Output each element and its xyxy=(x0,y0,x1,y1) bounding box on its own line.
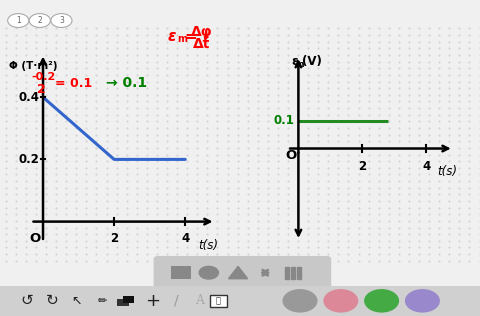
Text: 2: 2 xyxy=(110,233,118,246)
Text: 4: 4 xyxy=(422,160,431,173)
Text: Δφ: Δφ xyxy=(191,25,213,39)
Text: Δt: Δt xyxy=(193,37,210,51)
Circle shape xyxy=(29,14,50,27)
Text: ε: ε xyxy=(168,29,177,44)
Circle shape xyxy=(8,14,29,27)
Text: Φ (T·m²): Φ (T·m²) xyxy=(9,61,57,71)
Text: 🖼: 🖼 xyxy=(216,296,221,305)
Text: +: + xyxy=(145,292,160,310)
Text: A: A xyxy=(195,294,204,307)
Text: ↻: ↻ xyxy=(46,293,58,308)
Circle shape xyxy=(199,266,218,279)
Text: t(s): t(s) xyxy=(198,239,218,252)
Text: (V): (V) xyxy=(302,55,322,68)
FancyBboxPatch shape xyxy=(210,295,227,307)
Text: t(s): t(s) xyxy=(437,165,457,178)
Text: 2: 2 xyxy=(37,82,46,96)
Text: ↺: ↺ xyxy=(20,293,33,308)
Circle shape xyxy=(283,290,317,312)
Text: O: O xyxy=(30,232,41,245)
Text: /: / xyxy=(174,294,179,308)
Text: -0.2: -0.2 xyxy=(31,72,55,82)
Text: 0.4: 0.4 xyxy=(18,91,39,104)
FancyBboxPatch shape xyxy=(0,286,480,316)
Text: 1: 1 xyxy=(16,16,21,25)
Text: ↖: ↖ xyxy=(72,294,82,307)
Polygon shape xyxy=(228,266,248,279)
FancyBboxPatch shape xyxy=(117,299,129,306)
Text: 0.2: 0.2 xyxy=(19,153,39,166)
Text: → 0.1: → 0.1 xyxy=(106,76,147,90)
Circle shape xyxy=(51,14,72,27)
Text: ✏: ✏ xyxy=(97,296,107,306)
Text: 2: 2 xyxy=(359,160,366,173)
Text: 0.1: 0.1 xyxy=(274,114,295,127)
Text: m: m xyxy=(178,33,188,44)
FancyBboxPatch shape xyxy=(171,266,191,279)
Circle shape xyxy=(406,290,439,312)
Text: O: O xyxy=(286,149,297,162)
Text: ε: ε xyxy=(291,55,298,68)
Text: 4: 4 xyxy=(181,233,190,246)
FancyBboxPatch shape xyxy=(154,256,331,289)
Text: = -: = - xyxy=(185,29,209,44)
Circle shape xyxy=(324,290,358,312)
Text: in: in xyxy=(295,60,305,69)
Text: 3: 3 xyxy=(59,16,64,25)
FancyBboxPatch shape xyxy=(123,296,134,303)
Circle shape xyxy=(365,290,398,312)
Text: = 0.1: = 0.1 xyxy=(55,76,93,90)
Text: 2: 2 xyxy=(37,16,42,25)
